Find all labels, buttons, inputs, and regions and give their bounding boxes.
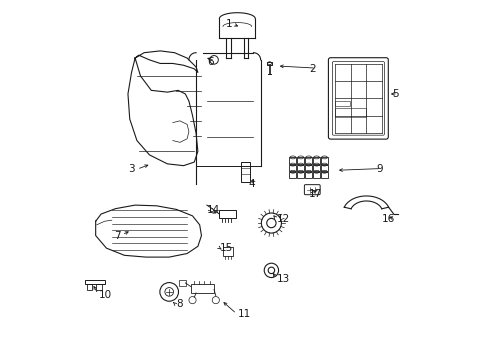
Text: 11: 11: [237, 310, 250, 319]
Bar: [267, 62, 271, 65]
Bar: [85, 280, 104, 284]
Text: 12: 12: [276, 215, 289, 224]
Bar: [96, 284, 102, 291]
Text: 9: 9: [375, 164, 382, 174]
Bar: [312, 172, 320, 178]
Bar: [289, 157, 296, 164]
Bar: [305, 172, 312, 178]
Text: 4: 4: [248, 179, 255, 189]
Bar: [312, 165, 320, 171]
Bar: [179, 280, 185, 286]
Bar: [289, 172, 296, 178]
Text: 7: 7: [114, 231, 121, 240]
Bar: [297, 165, 304, 171]
Bar: [219, 210, 235, 219]
Bar: [334, 108, 365, 117]
Text: 8: 8: [176, 299, 183, 309]
Bar: [190, 284, 214, 293]
Text: 14: 14: [206, 206, 220, 216]
Bar: [312, 157, 320, 164]
Bar: [297, 157, 304, 164]
Text: 3: 3: [128, 164, 135, 174]
Text: 17: 17: [308, 189, 322, 199]
Text: 6: 6: [207, 57, 214, 67]
Bar: [320, 172, 327, 178]
Bar: [320, 157, 327, 164]
Bar: [305, 157, 312, 164]
Bar: [297, 172, 304, 178]
Text: 2: 2: [309, 64, 316, 74]
Text: 13: 13: [276, 274, 289, 284]
Text: 16: 16: [381, 215, 394, 224]
Bar: [86, 284, 92, 291]
Bar: [241, 162, 249, 182]
Bar: [334, 101, 350, 107]
Text: 1: 1: [225, 19, 231, 29]
Bar: [289, 165, 296, 171]
Text: 10: 10: [99, 290, 112, 300]
Bar: [320, 165, 327, 171]
Text: 5: 5: [391, 89, 398, 99]
Bar: [223, 247, 233, 256]
Bar: [305, 165, 312, 171]
Text: 15: 15: [219, 243, 232, 253]
